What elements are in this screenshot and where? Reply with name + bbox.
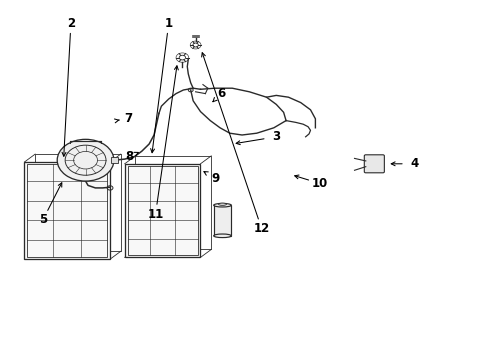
Circle shape (57, 139, 114, 181)
Bar (110, 157, 118, 163)
Text: 2: 2 (67, 17, 75, 30)
Text: 1: 1 (164, 17, 172, 30)
Bar (213, 205, 231, 236)
Bar (27, 164, 107, 257)
Text: 3: 3 (272, 130, 280, 143)
Text: 8: 8 (125, 150, 133, 163)
Bar (124, 164, 200, 257)
Text: 12: 12 (253, 222, 269, 235)
Ellipse shape (213, 234, 231, 238)
Text: 5: 5 (39, 213, 47, 226)
Ellipse shape (218, 203, 226, 205)
Text: 11: 11 (147, 208, 163, 221)
Text: 7: 7 (124, 112, 132, 125)
Text: 10: 10 (311, 177, 328, 190)
Text: 9: 9 (211, 172, 219, 185)
Text: 4: 4 (410, 157, 418, 170)
Bar (24, 162, 110, 259)
Text: 6: 6 (217, 87, 224, 100)
FancyBboxPatch shape (364, 155, 384, 173)
Bar (127, 166, 197, 255)
Ellipse shape (213, 203, 231, 207)
